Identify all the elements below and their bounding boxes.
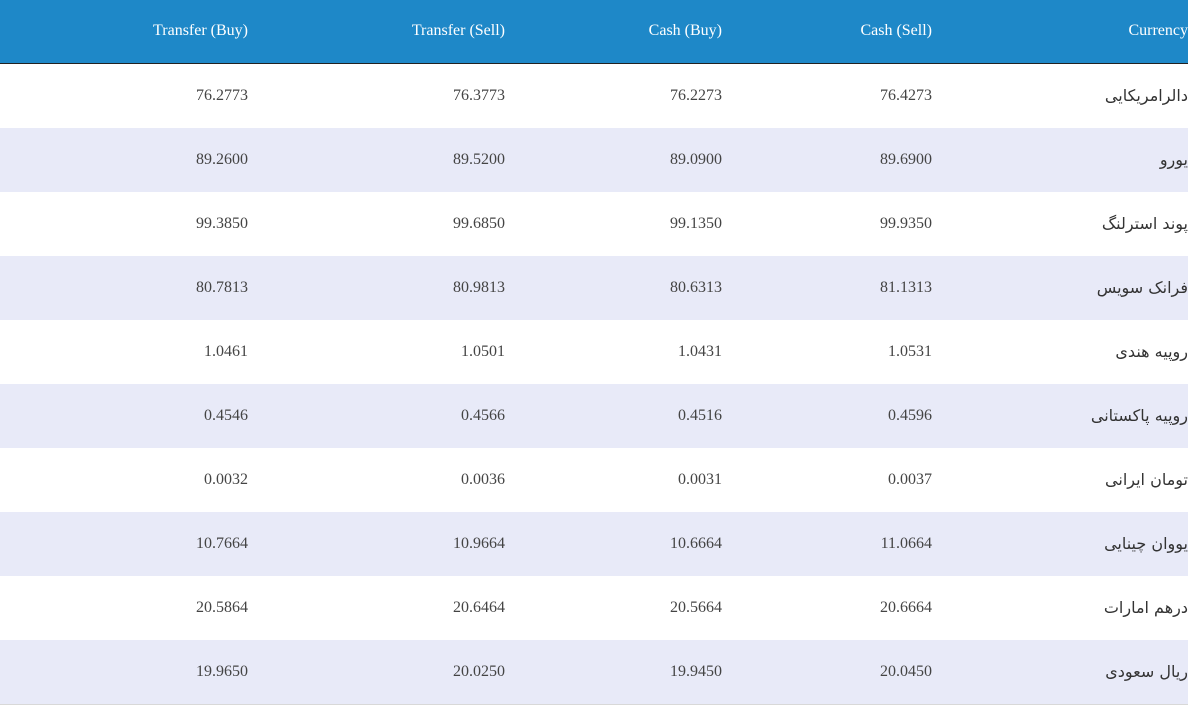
cell-transfer-buy: 80.7813: [196, 278, 248, 296]
cell-cash-sell: 81.1313: [880, 278, 932, 296]
cell-transfer-sell: 89.5200: [453, 150, 505, 168]
header-currency: Currency: [1128, 22, 1188, 40]
cell-cash-sell: 0.0037: [888, 470, 932, 488]
cell-cash-buy: 76.2273: [670, 86, 722, 104]
cell-transfer-sell: 20.6464: [453, 598, 505, 616]
cell-cash-sell: 0.4596: [888, 406, 932, 424]
cell-cash-buy: 0.0031: [678, 470, 722, 488]
cell-cash-sell: 76.4273: [880, 86, 932, 104]
cell-cash-buy: 99.1350: [670, 214, 722, 232]
cell-transfer-sell: 0.0036: [461, 470, 505, 488]
table-row: 0.4546 0.4566 0.4516 0.4596 روپیه پاکستا…: [0, 383, 1188, 448]
table-header: Transfer (Buy) Transfer (Sell) Cash (Buy…: [0, 0, 1188, 63]
cell-cash-sell: 20.0450: [880, 662, 932, 680]
currency-name: یووان چینایی: [1104, 533, 1188, 553]
cell-currency: تومان ایرانی: [932, 448, 1188, 512]
cell-currency: یووان چینایی: [932, 512, 1188, 576]
cell-currency: فرانک سویس: [932, 256, 1188, 320]
cell-transfer-buy: 76.2773: [196, 86, 248, 104]
cell-transfer-sell: 99.6850: [453, 214, 505, 232]
header-row: Transfer (Buy) Transfer (Sell) Cash (Buy…: [0, 0, 1188, 63]
cell-cash-sell: 20.6664: [880, 598, 932, 616]
currency-name: روپیه هندی: [1115, 341, 1188, 361]
cell-currency: روپیه هندی: [932, 320, 1188, 384]
cell-transfer-buy: 19.9650: [196, 662, 248, 680]
table-row: 19.9650 20.0250 19.9450 20.0450 ریال سعو…: [0, 639, 1188, 705]
cell-cash-buy: 1.0431: [678, 342, 722, 360]
cell-cash-sell: 89.6900: [880, 150, 932, 168]
cell-currency: پوند استرلنگ: [932, 192, 1188, 256]
cell-transfer-buy: 20.5864: [196, 598, 248, 616]
cell-transfer-buy: 1.0461: [204, 342, 248, 360]
currency-name: فرانک سویس: [1096, 277, 1188, 297]
cell-currency: درهم امارات: [932, 576, 1188, 640]
cell-cash-buy: 19.9450: [670, 662, 722, 680]
cell-cash-sell: 99.9350: [880, 214, 932, 232]
cell-cash-buy: 80.6313: [670, 278, 722, 296]
cell-transfer-buy: 0.4546: [204, 406, 248, 424]
table-row: 76.2773 76.3773 76.2273 76.4273 دالرامری…: [0, 63, 1188, 128]
currency-name: پوند استرلنگ: [1101, 213, 1188, 233]
header-transfer-buy: Transfer (Buy): [153, 22, 248, 40]
header-cash-buy: Cash (Buy): [648, 22, 722, 40]
table-row: 89.2600 89.5200 89.0900 89.6900 یورو: [0, 127, 1188, 192]
table-row: 0.0032 0.0036 0.0031 0.0037 تومان ایرانی: [0, 447, 1188, 512]
cell-transfer-sell: 76.3773: [453, 86, 505, 104]
currency-name: دالرامریکایی: [1104, 85, 1188, 105]
cell-currency: دالرامریکایی: [932, 63, 1188, 128]
table-row: 99.3850 99.6850 99.1350 99.9350 پوند است…: [0, 191, 1188, 256]
currency-name: تومان ایرانی: [1105, 469, 1188, 489]
currency-name: یورو: [1159, 149, 1188, 169]
cell-transfer-buy: 10.7664: [196, 534, 248, 552]
cell-cash-buy: 10.6664: [670, 534, 722, 552]
cell-transfer-sell: 10.9664: [453, 534, 505, 552]
header-cash-sell: Cash (Sell): [860, 22, 932, 40]
table-row: 80.7813 80.9813 80.6313 81.1313 فرانک سو…: [0, 255, 1188, 320]
cell-cash-buy: 20.5664: [670, 598, 722, 616]
cell-transfer-sell: 0.4566: [461, 406, 505, 424]
cell-currency: ریال سعودی: [932, 640, 1188, 705]
cell-currency: یورو: [932, 128, 1188, 192]
currency-name: درهم امارات: [1103, 597, 1188, 617]
table-row: 1.0461 1.0501 1.0431 1.0531 روپیه هندی: [0, 319, 1188, 384]
cell-cash-buy: 0.4516: [678, 406, 722, 424]
cell-cash-buy: 89.0900: [670, 150, 722, 168]
cell-transfer-buy: 99.3850: [196, 214, 248, 232]
cell-transfer-buy: 89.2600: [196, 150, 248, 168]
cell-currency: روپیه پاکستانی: [932, 384, 1188, 448]
cell-transfer-buy: 0.0032: [204, 470, 248, 488]
cell-transfer-sell: 1.0501: [461, 342, 505, 360]
table-body: 76.2773 76.3773 76.2273 76.4273 دالرامری…: [0, 63, 1188, 704]
cell-transfer-sell: 80.9813: [453, 278, 505, 296]
currency-name: ریال سعودی: [1105, 661, 1188, 681]
table-row: 20.5864 20.6464 20.5664 20.6664 درهم اما…: [0, 575, 1188, 640]
cell-cash-sell: 1.0531: [888, 342, 932, 360]
cell-transfer-sell: 20.0250: [453, 662, 505, 680]
cell-cash-sell: 11.0664: [880, 534, 932, 552]
table-row: 10.7664 10.9664 10.6664 11.0664 یووان چی…: [0, 511, 1188, 576]
header-transfer-sell: Transfer (Sell): [411, 22, 505, 40]
currency-name: روپیه پاکستانی: [1090, 405, 1188, 425]
